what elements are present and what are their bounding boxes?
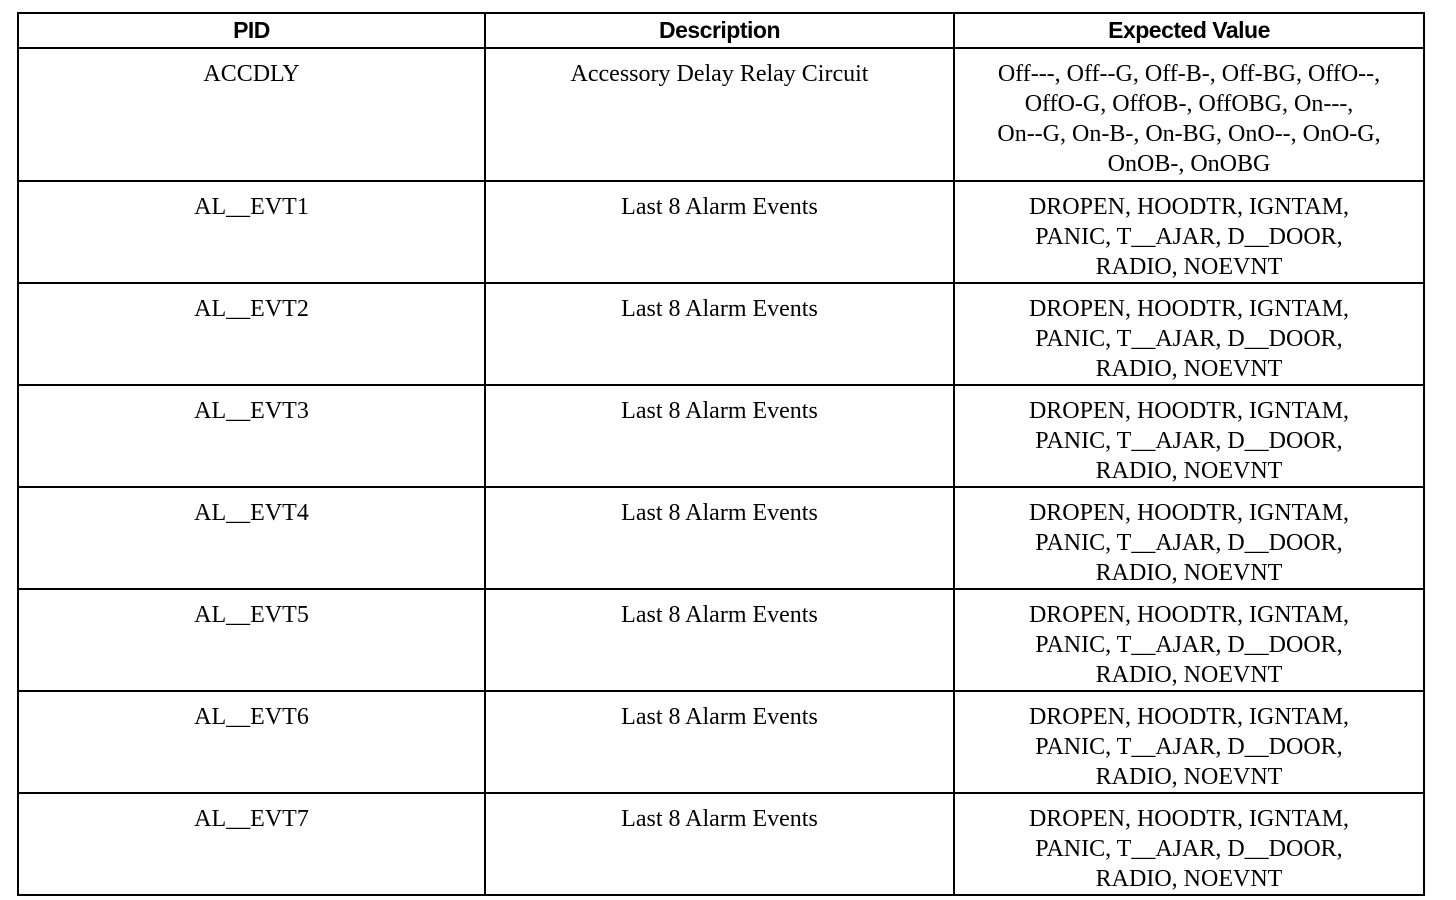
pid-cell: AL__EVT3 — [17, 384, 486, 488]
expected-value-cell: DROPEN, HOODTR, IGNTAM, PANIC, T__AJAR, … — [953, 690, 1425, 794]
table-row: AL__EVT1 Last 8 Alarm Events DROPEN, HOODT… — [17, 180, 1425, 284]
description-cell: Last 8 Alarm Events — [484, 180, 955, 284]
expected-value-cell: DROPEN, HOODTR, IGNTAM, PANIC, T__AJAR, … — [953, 384, 1425, 488]
pid-cell: AL__EVT5 — [17, 588, 486, 692]
header-row: PID Description Expected Value — [17, 12, 1425, 49]
expected-value-cell: DROPEN, HOODTR, IGNTAM, PANIC, T__AJAR, … — [953, 588, 1425, 692]
table-row: AL__EVT4 Last 8 Alarm Events DROPEN, HOODT… — [17, 486, 1425, 590]
pid-table: PID Description Expected Value ACCDLY Acc… — [17, 12, 1425, 896]
table-row: AL__EVT6 Last 8 Alarm Events DROPEN, HOODT… — [17, 690, 1425, 794]
pid-cell: AL__EVT1 — [17, 180, 486, 284]
description-cell: Last 8 Alarm Events — [484, 486, 955, 590]
header-expected-value: Expected Value — [953, 12, 1425, 49]
expected-value-cell: DROPEN, HOODTR, IGNTAM, PANIC, T__AJAR, … — [953, 180, 1425, 284]
pid-cell: AL__EVT4 — [17, 486, 486, 590]
header-pid: PID — [17, 12, 486, 49]
description-cell: Last 8 Alarm Events — [484, 588, 955, 692]
expected-value-cell: DROPEN, HOODTR, IGNTAM, PANIC, T__AJAR, … — [953, 792, 1425, 896]
table-row: AL__EVT3 Last 8 Alarm Events DROPEN, HOODT… — [17, 384, 1425, 488]
expected-value-cell: Off---, Off--G, Off-B-, Off-BG, OffO--, … — [953, 47, 1425, 182]
header-description: Description — [484, 12, 955, 49]
table-row: AL__EVT2 Last 8 Alarm Events DROPEN, HOODT… — [17, 282, 1425, 386]
pid-cell: AL__EVT7 — [17, 792, 486, 896]
description-cell: Last 8 Alarm Events — [484, 384, 955, 488]
table-row: ACCDLY Accessory Delay Relay Circuit Off--… — [17, 47, 1425, 182]
pid-cell: ACCDLY — [17, 47, 486, 182]
description-cell: Last 8 Alarm Events — [484, 282, 955, 386]
description-cell: Last 8 Alarm Events — [484, 690, 955, 794]
pid-cell: AL__EVT2 — [17, 282, 486, 386]
table-row: AL__EVT5 Last 8 Alarm Events DROPEN, HOODT… — [17, 588, 1425, 692]
description-cell: Last 8 Alarm Events — [484, 792, 955, 896]
pid-cell: AL__EVT6 — [17, 690, 486, 794]
description-cell: Accessory Delay Relay Circuit — [484, 47, 955, 182]
expected-value-cell: DROPEN, HOODTR, IGNTAM, PANIC, T__AJAR, … — [953, 282, 1425, 386]
expected-value-cell: DROPEN, HOODTR, IGNTAM, PANIC, T__AJAR, … — [953, 486, 1425, 590]
table-row: AL__EVT7 Last 8 Alarm Events DROPEN, HOODT… — [17, 792, 1425, 896]
